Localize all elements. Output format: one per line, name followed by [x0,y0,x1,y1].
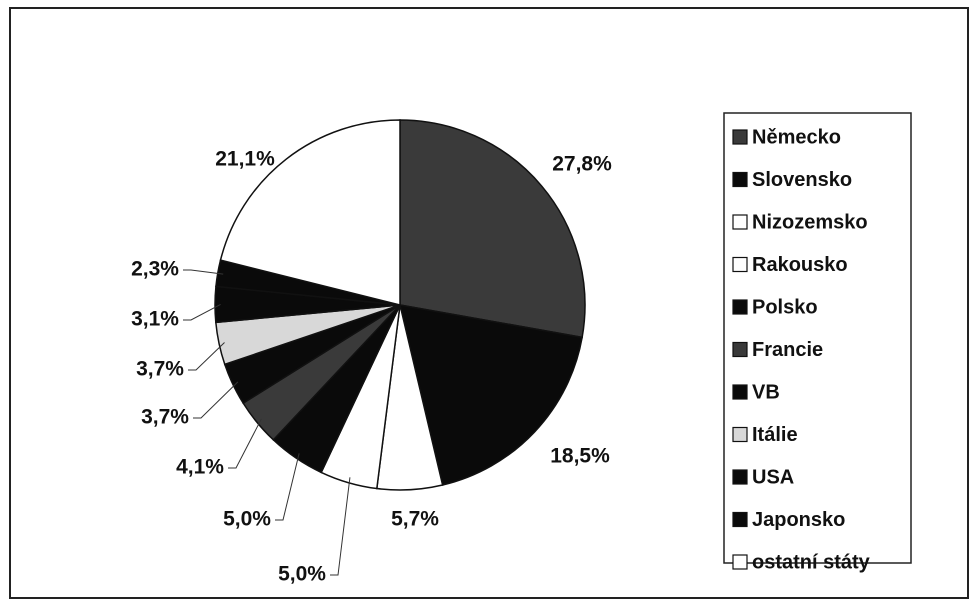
legend-label: Japonsko [752,509,845,531]
legend-label: Nizozemsko [752,211,868,233]
legend-label: Polsko [752,296,818,318]
legend-swatch [732,554,748,570]
data-label: 5,0% [278,563,326,586]
data-label: 3,7% [136,358,184,381]
legend-label: VB [752,381,780,403]
data-label: 5,0% [223,508,271,531]
legend-label: Itálie [752,424,798,446]
leader-line [183,303,221,321]
legend-swatch [732,384,748,400]
legend-label: ostatní státy [752,551,871,573]
legend-box [723,112,912,564]
pie-slice [399,119,586,339]
legend: Německo Slovensko Nizozemsko Rakousko Polsko… [732,126,871,573]
leader-line [330,477,351,576]
legend-label: Rakousko [752,254,848,276]
data-label: 18,5% [550,445,610,468]
leader-line [188,342,225,371]
data-label: 21,1% [215,148,275,171]
data-label: 5,7% [391,508,439,531]
data-label: 27,8% [552,153,612,176]
legend-label: Francie [752,339,823,361]
data-label: 2,3% [131,258,179,281]
legend-swatch [732,426,748,443]
legend-label: Slovensko [752,169,852,191]
leader-line [193,381,239,419]
leader-line [228,418,262,469]
legend-swatch [732,511,748,528]
legend-swatch [732,214,748,230]
legend-swatch [732,256,748,273]
leader-line [183,269,224,275]
legend-label: Německo [752,126,841,148]
legend-swatch [732,469,748,485]
pie-slice [219,119,401,306]
legend-swatch [732,299,748,315]
legend-swatch [732,129,748,145]
legend-swatch [732,171,748,188]
data-label: 3,1% [131,308,179,331]
data-label: 3,7% [141,406,189,429]
legend-label: USA [752,466,794,488]
pie-slice [399,304,584,486]
legend-swatch [732,341,748,358]
data-label: 4,1% [176,456,224,479]
leader-line [275,453,300,521]
